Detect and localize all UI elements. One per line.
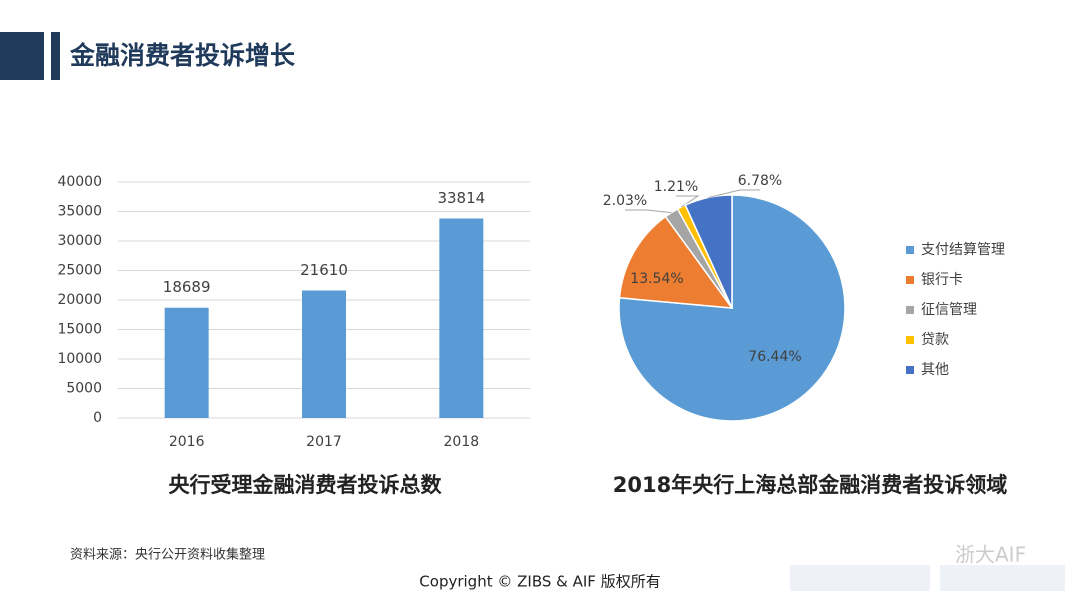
legend-swatch <box>906 336 914 344</box>
bar <box>164 307 209 418</box>
legend-label: 其他 <box>921 362 949 378</box>
y-tick-label: 5000 <box>66 381 102 397</box>
value-label: 33814 <box>437 189 485 207</box>
value-label: 76.44% <box>748 349 801 365</box>
pie-chart-title: 2018年央行上海总部金融消费者投诉领域 <box>613 473 1007 497</box>
header-bar <box>51 32 60 80</box>
legend-swatch <box>906 366 914 374</box>
copyright: Copyright © ZIBS & AIF 版权所有 <box>419 573 660 591</box>
x-tick-label: 2018 <box>444 434 480 450</box>
watermark: 浙大AIF <box>955 543 1026 567</box>
value-label: 21610 <box>300 261 348 279</box>
value-label: 18689 <box>163 278 211 296</box>
logo <box>790 565 930 591</box>
logo <box>940 565 1065 591</box>
y-tick-label: 15000 <box>57 322 102 338</box>
y-tick-label: 10000 <box>57 351 102 367</box>
y-tick-label: 20000 <box>57 292 102 308</box>
legend-swatch <box>906 276 914 284</box>
source-note: 资料来源：央行公开资料收集整理 <box>70 547 265 563</box>
legend-label: 支付结算管理 <box>921 242 1005 258</box>
bar <box>439 218 484 418</box>
y-tick-label: 0 <box>93 410 102 426</box>
legend-swatch <box>906 246 914 254</box>
legend-swatch <box>906 306 914 314</box>
value-label: 6.78% <box>738 173 782 189</box>
x-tick-label: 2016 <box>169 434 205 450</box>
y-tick-label: 40000 <box>57 174 102 190</box>
y-tick-label: 30000 <box>57 233 102 249</box>
pie-slice <box>618 194 846 422</box>
legend-label: 征信管理 <box>921 302 977 318</box>
header-block <box>0 32 44 80</box>
value-label: 2.03% <box>603 193 647 209</box>
bar <box>302 290 346 418</box>
value-label: 13.54% <box>630 271 683 287</box>
legend-label: 贷款 <box>921 332 949 348</box>
bar-chart-title: 央行受理金融消费者投诉总数 <box>169 473 443 497</box>
leader-line <box>707 189 760 199</box>
leader-line <box>676 195 700 208</box>
legend-label: 银行卡 <box>921 272 963 288</box>
x-tick-label: 2017 <box>306 434 342 450</box>
leader-line <box>625 209 672 214</box>
page-title: 金融消费者投诉增长 <box>69 41 296 70</box>
value-label: 1.21% <box>654 179 698 195</box>
y-tick-label: 25000 <box>57 263 102 279</box>
pie-slice <box>618 215 734 309</box>
y-tick-label: 35000 <box>57 204 102 220</box>
